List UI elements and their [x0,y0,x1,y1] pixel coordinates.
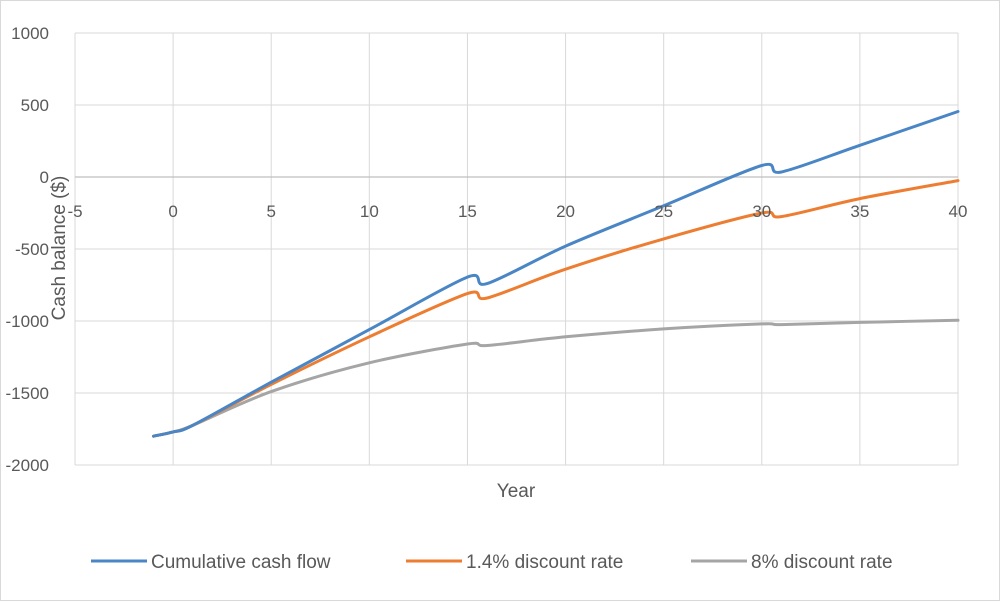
legend-item: 1.4% discount rate [406,552,623,573]
legend-item: 8% discount rate [691,552,893,573]
series-line-2 [152,318,960,438]
y-tick-label: -2000 [6,456,49,475]
x-tick-label: 20 [556,202,575,221]
legend-item: Cumulative cash flow [91,552,331,573]
gridlines [74,32,959,466]
series-lines [152,110,960,438]
x-tick-label: 10 [360,202,379,221]
x-tick-label: -5 [67,202,82,221]
legend-label: Cumulative cash flow [151,552,331,573]
y-tick-label: 500 [21,96,49,115]
legend-label: 8% discount rate [751,552,893,573]
y-tick-label: -1500 [6,384,49,403]
y-tick-label: -1000 [6,312,49,331]
x-tick-label: 5 [266,202,275,221]
x-tick-label: 15 [458,202,477,221]
legend-label: 1.4% discount rate [466,552,623,573]
x-tick-label: 40 [949,202,968,221]
x-tick-label: 30 [752,202,771,221]
x-tick-label: 25 [654,202,673,221]
x-tick-label: 35 [850,202,869,221]
y-axis-ticks: 1000 500 0 -500 -1000 -1500 -2000 [6,24,49,475]
y-tick-label: 0 [40,168,49,187]
legend: Cumulative cash flow 1.4% discount rate 8%… [91,552,893,573]
series-line-0 [152,110,960,438]
y-tick-label: 1000 [11,24,49,43]
x-axis-ticks: -5 0 5 10 15 20 25 30 35 40 [67,202,967,221]
y-tick-label: -500 [15,240,49,259]
y-axis-title: Cash balance ($) [49,176,70,321]
x-tick-label: 0 [168,202,177,221]
x-axis-title: Year [497,481,536,502]
